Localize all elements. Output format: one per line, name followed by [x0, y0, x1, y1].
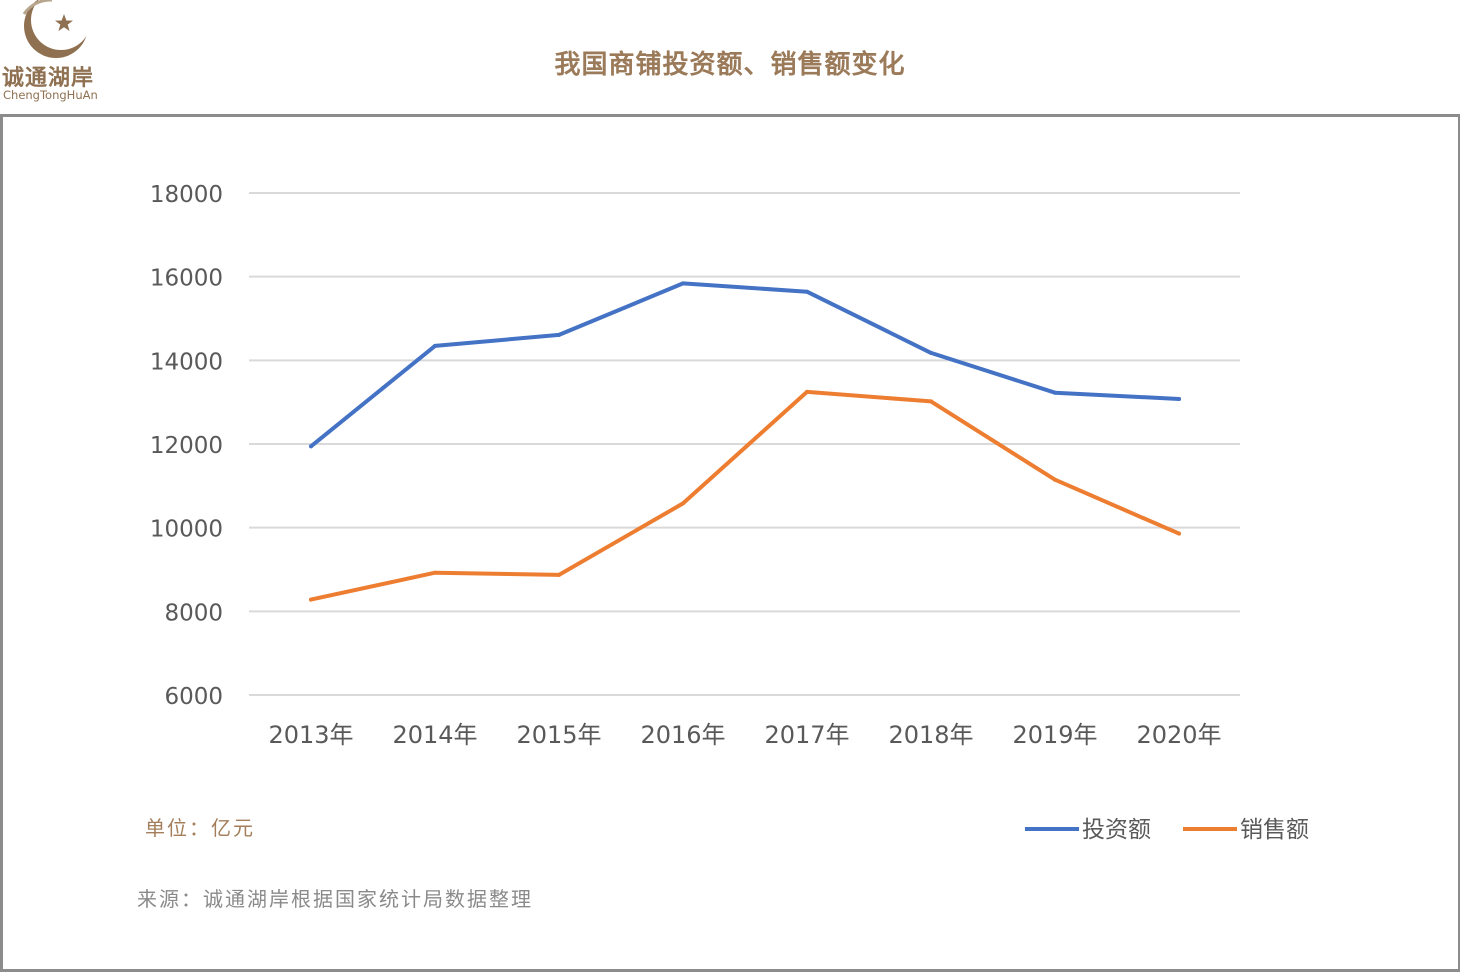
x-tick-label: 2019年 [1012, 721, 1097, 749]
y-tick-label: 6000 [164, 684, 223, 710]
unit-label: 单位：亿元 [145, 816, 255, 840]
data-point [1053, 477, 1057, 482]
page-title: 我国商铺投资额、销售额变化 [554, 50, 906, 80]
source-label: 来源：诚通湖岸根据国家统计局数据整理 [137, 887, 533, 911]
data-point [681, 281, 685, 286]
y-tick-label: 12000 [150, 433, 223, 459]
data-point [1177, 397, 1181, 401]
crescent-star-logo-icon [22, 0, 88, 58]
data-point [309, 444, 313, 449]
x-tick-label: 2015年 [516, 721, 601, 749]
x-tick-label: 2020年 [1136, 721, 1221, 749]
data-point [805, 289, 809, 294]
data-point [557, 332, 561, 337]
data-point [929, 399, 933, 404]
data-point [1053, 390, 1057, 395]
data-point [557, 572, 561, 577]
data-point [1177, 531, 1181, 536]
x-tick-label: 2017年 [764, 721, 849, 749]
y-tick-label: 8000 [164, 600, 223, 626]
x-tick-label: 2014年 [392, 721, 477, 749]
y-tick-label: 18000 [150, 182, 223, 208]
data-point [805, 389, 809, 394]
series-line-investment [309, 281, 1181, 449]
data-point [681, 501, 685, 506]
x-tick-label: 2018年 [888, 721, 973, 749]
data-point [929, 350, 933, 355]
y-tick-label: 14000 [150, 349, 223, 375]
x-tick-label: 2016年 [640, 721, 725, 749]
data-point [433, 343, 437, 348]
data-point [309, 597, 313, 602]
data-point [433, 570, 437, 575]
logo-name-en: ChengTongHuAn [3, 88, 98, 102]
legend-label-sales: 销售额 [1240, 817, 1309, 843]
brand-logo: 诚通湖岸 ChengTongHuAn [0, 0, 118, 108]
x-tick-label: 2013年 [268, 721, 353, 749]
y-tick-label: 10000 [150, 517, 223, 543]
legend-label-investment: 投资额 [1082, 817, 1151, 843]
series-line-sales [309, 389, 1181, 602]
logo-name: 诚通湖岸 [2, 66, 95, 91]
y-tick-label: 16000 [150, 266, 223, 292]
